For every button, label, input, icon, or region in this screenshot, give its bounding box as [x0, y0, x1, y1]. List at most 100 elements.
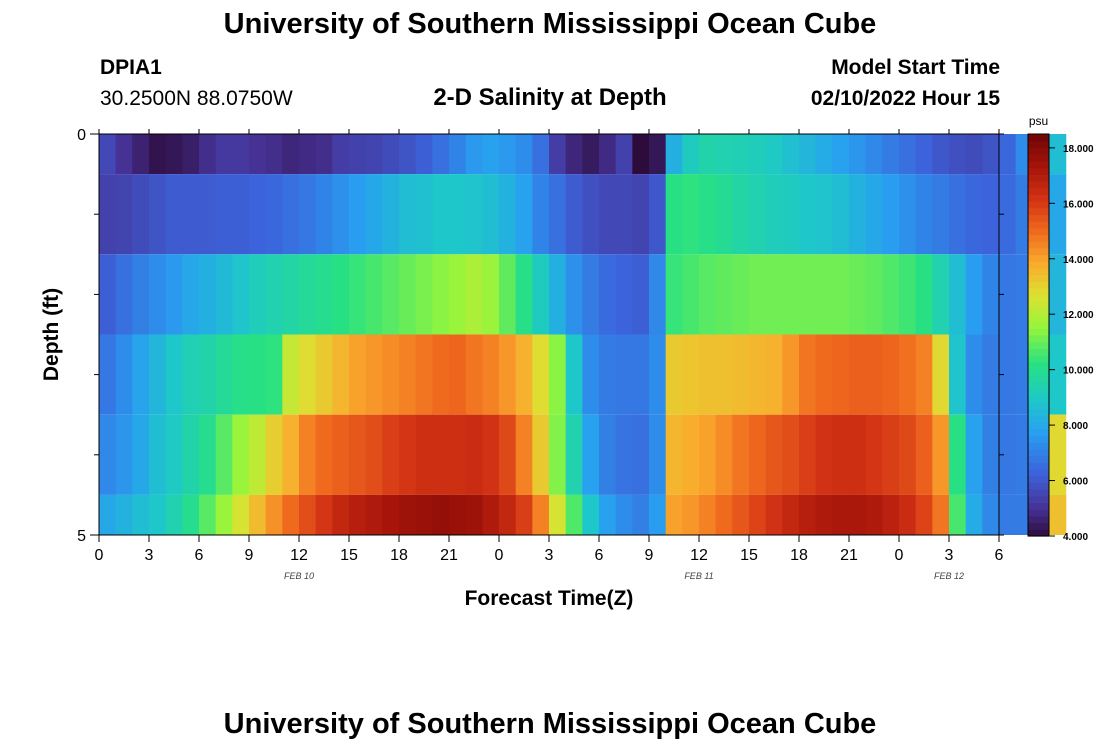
heatmap-cell — [332, 134, 350, 175]
heatmap-cell — [532, 254, 550, 335]
heatmap-cell — [849, 254, 867, 335]
heatmap-cell — [665, 414, 683, 495]
heatmap-cell — [199, 174, 217, 255]
heatmap-cell — [382, 134, 400, 175]
station-coordinates: 30.2500N 88.0750W — [100, 87, 293, 110]
heatmap-cell — [1049, 174, 1067, 255]
colorbar-segment — [1028, 442, 1049, 450]
colorbar-segment — [1028, 241, 1049, 249]
heatmap-cell — [599, 134, 617, 175]
colorbar-segment — [1028, 147, 1049, 155]
heatmap-cell — [282, 414, 300, 495]
colorbar-segment — [1028, 314, 1049, 323]
heatmap-cell — [165, 254, 183, 335]
heatmap-cell — [165, 494, 183, 535]
heatmap-cell — [582, 134, 600, 175]
x-axis: 0 3 6 9 12 15 18 21 0 3 6 9 12 15 18 21 0 3 6 FEB 10 FEB 11 F… — [95, 129, 1004, 581]
heatmap-cell — [815, 414, 833, 495]
colorbar-segment — [1028, 515, 1049, 524]
heatmap-cell — [565, 254, 583, 335]
heatmap-cell — [115, 254, 133, 335]
date-label: FEB 10 — [284, 571, 314, 581]
colorbar-segment — [1028, 201, 1049, 209]
heatmap-cell — [615, 174, 633, 255]
heatmap-cell — [682, 334, 700, 415]
heatmap-cell — [849, 134, 867, 175]
heatmap-cell — [982, 414, 1000, 495]
heatmap-cell — [365, 134, 383, 175]
heatmap-cell — [132, 414, 150, 495]
x-tick-label: 0 — [95, 547, 104, 564]
heatmap-cell — [782, 494, 800, 535]
heatmap-cell — [499, 334, 517, 415]
heatmap-cell — [682, 414, 700, 495]
heatmap-cell — [1049, 134, 1067, 175]
heatmap-cell — [315, 134, 333, 175]
heatmap-cell — [249, 254, 267, 335]
colorbar-segment — [1028, 529, 1049, 537]
heatmap-cell — [915, 334, 933, 415]
heatmap-cell — [232, 494, 250, 535]
heatmap-cell — [215, 254, 233, 335]
heatmap-cell — [532, 334, 550, 415]
colorbar-segment — [1028, 247, 1049, 256]
heatmap-cell — [865, 254, 883, 335]
heatmap-cell — [249, 134, 267, 175]
colorbar-segment — [1028, 368, 1049, 376]
heatmap-cell — [499, 134, 517, 175]
heatmap-cell — [932, 334, 950, 415]
model-start-label: Model Start Time — [831, 56, 1000, 79]
heatmap-cell — [265, 334, 283, 415]
colorbar: 4.000 6.000 8.000 10.000 12.000 14.000 16.000 1… — [1027, 133, 1094, 543]
heatmap-cell — [599, 254, 617, 335]
heatmap-cell — [932, 414, 950, 495]
heatmap-cell — [115, 334, 133, 415]
heatmap-cell — [882, 414, 900, 495]
heatmap-cell — [732, 494, 750, 535]
heatmap-cell — [232, 174, 250, 255]
heatmap-cell — [249, 334, 267, 415]
heatmap-cell — [449, 254, 467, 335]
heatmap-cell — [282, 334, 300, 415]
colorbar-segment — [1028, 495, 1049, 504]
y-axis-label: Depth (ft) — [40, 288, 63, 381]
x-tick-label: 12 — [290, 547, 308, 564]
heatmap-cell — [715, 334, 733, 415]
heatmap-cell — [815, 494, 833, 535]
colorbar-segment — [1028, 428, 1049, 437]
heatmap-cell — [299, 134, 317, 175]
x-axis-label: Forecast Time(Z) — [465, 587, 634, 610]
heatmap-cell — [499, 254, 517, 335]
heatmap-cell — [399, 334, 417, 415]
salinity-heatmap-chart: 0 3 6 9 12 15 18 21 0 3 6 9 12 15 18 21 0 3 6 FEB 10 FEB 11 F… — [40, 114, 1094, 610]
heatmap-cell — [649, 334, 667, 415]
colorbar-segment — [1028, 388, 1049, 396]
heatmap-cell — [832, 254, 850, 335]
heatmap-cell — [849, 494, 867, 535]
footer-title: University of Southern Mississippi Ocean… — [223, 708, 877, 740]
heatmap-cell — [315, 334, 333, 415]
x-tick-label: 15 — [740, 547, 758, 564]
heatmap-cell — [749, 134, 767, 175]
colorbar-segment — [1028, 140, 1049, 148]
heatmap-cell — [465, 334, 483, 415]
colorbar-segment — [1028, 301, 1049, 309]
heatmap-cell — [899, 134, 917, 175]
heatmap-cell — [715, 494, 733, 535]
heatmap-cell — [482, 414, 500, 495]
colorbar-segment — [1028, 268, 1049, 276]
x-tick-label: 18 — [390, 547, 408, 564]
colorbar-tick-label: 6.000 — [1063, 477, 1088, 488]
heatmap-cell — [999, 414, 1017, 495]
colorbar-segment — [1028, 134, 1049, 142]
heatmap-cell — [165, 334, 183, 415]
heatmap-cell — [599, 414, 617, 495]
heatmap-cell — [949, 494, 967, 535]
heatmap-cell — [615, 414, 633, 495]
heatmap-cell — [632, 494, 650, 535]
heatmap-cell — [415, 174, 433, 255]
page-title: University of Southern Mississippi Ocean… — [223, 8, 877, 40]
heatmap-cell — [499, 494, 517, 535]
heatmap-cell — [799, 494, 817, 535]
heatmap-cell — [665, 494, 683, 535]
